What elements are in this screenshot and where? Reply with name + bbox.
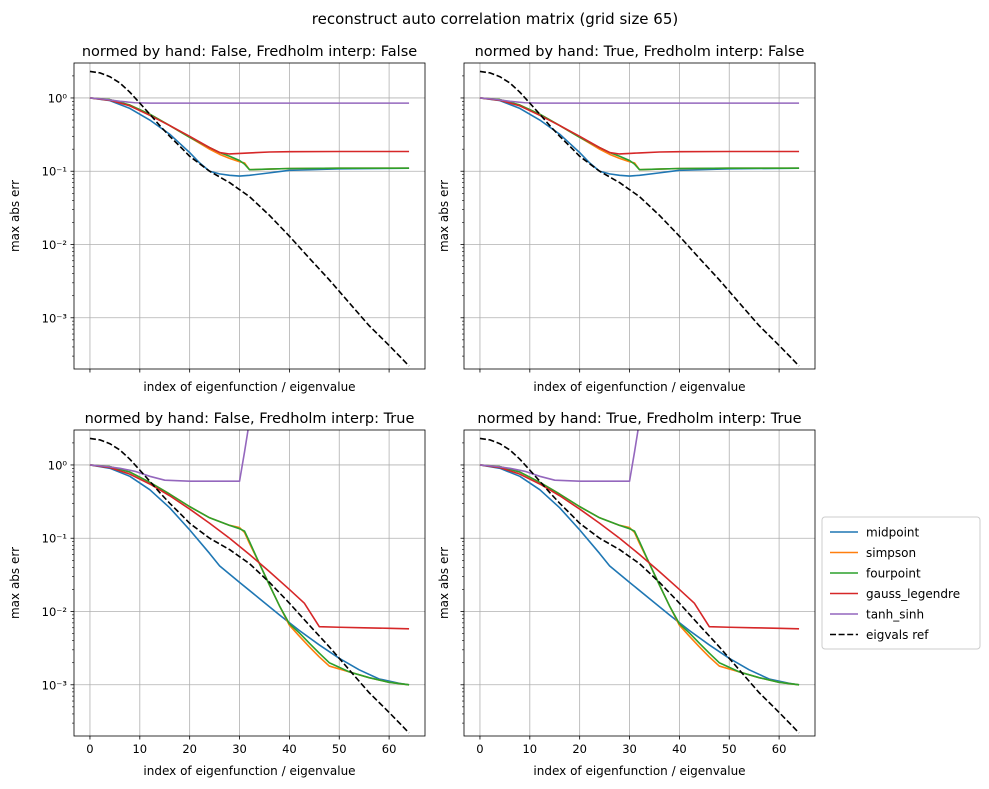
- y-axis-label: max abs err: [437, 180, 451, 252]
- y-tick-label: 10⁻¹: [42, 532, 67, 546]
- axes-frame: [73, 429, 426, 737]
- series-line-fourpoint: [89, 464, 410, 686]
- series-line-gauss-legendre: [479, 464, 800, 630]
- figure-suptitle: reconstruct auto correlation matrix (gri…: [312, 10, 679, 28]
- series-line-eigvals-ref: [479, 437, 800, 734]
- x-tick-label: 30: [232, 742, 247, 756]
- subplot-4: 0 10 20 30 40 50 60 normed by hand: True, Fredh…: [437, 411, 816, 778]
- subplot-2: normed by hand: True, Fredholm interp: F…: [437, 44, 816, 394]
- series-line-fourpoint: [89, 97, 410, 171]
- x-tick-label: 50: [722, 742, 737, 756]
- legend-label: fourpoint: [866, 567, 921, 581]
- series-line-tanh-sinh: [89, 430, 249, 483]
- y-tick-label: 10⁻²: [42, 605, 67, 619]
- legend-box: [821, 516, 981, 650]
- y-tick-label: 10⁻²: [42, 238, 67, 252]
- y-tick-label: 10⁻³: [42, 678, 68, 692]
- axes-frame: [73, 62, 426, 370]
- series-line-gauss-legendre: [89, 464, 410, 630]
- gridlines: [74, 63, 425, 369]
- x-tick-label: 40: [672, 742, 687, 756]
- series-group: [479, 430, 800, 734]
- x-tick-label: 50: [332, 742, 347, 756]
- y-tick-label: 10⁻¹: [42, 165, 67, 179]
- series-line-eigvals-ref: [89, 70, 410, 367]
- subplot-title: normed by hand: True, Fredholm interp: F…: [475, 44, 805, 60]
- x-tick-label: 60: [382, 742, 397, 756]
- gridlines: [74, 430, 425, 736]
- x-tick-label: 20: [572, 742, 587, 756]
- axes-frame: [463, 429, 816, 737]
- x-axis-label: index of eigenfunction / eigenvalue: [143, 380, 355, 394]
- x-tick-label: 20: [182, 742, 197, 756]
- series-group: [89, 70, 410, 367]
- legend-label: midpoint: [866, 526, 920, 540]
- series-line-eigvals-ref: [479, 70, 800, 367]
- series-line-gauss-legendre: [89, 97, 410, 155]
- y-axis-label: max abs err: [437, 547, 451, 619]
- gridlines: [464, 430, 815, 736]
- series-line-simpson: [479, 464, 800, 686]
- x-tick-label: 10: [132, 742, 147, 756]
- series-group: [479, 70, 800, 367]
- subplot-title: normed by hand: False, Fredholm interp: …: [85, 411, 415, 427]
- x-tick-label: 30: [622, 742, 637, 756]
- y-axis-label: max abs err: [8, 180, 22, 252]
- y-axis-label: max abs err: [8, 547, 22, 619]
- series-line-midpoint: [89, 97, 410, 177]
- x-tick-label: 40: [282, 742, 297, 756]
- legend: midpoint simpson fourpoint gauss_legendreta…: [821, 516, 981, 650]
- x-tick-label: 0: [476, 742, 483, 756]
- series-line-fourpoint: [479, 97, 800, 171]
- series-line-tanh-sinh: [479, 430, 639, 483]
- series-line-gauss-legendre: [479, 97, 800, 155]
- gridlines: [464, 63, 815, 369]
- subplot-3: 0 10 20 30 40 50 60 10⁻³ 10⁻² 10⁻¹ 10⁰ normed by ha…: [8, 411, 426, 778]
- series-line-tanh-sinh: [89, 97, 410, 104]
- legend-label: eigvals ref: [866, 628, 929, 642]
- y-tick-label: 10⁰: [48, 458, 68, 472]
- series-group: [89, 430, 410, 734]
- x-axis-label: index of eigenfunction / eigenvalue: [533, 380, 745, 394]
- x-tick-label: 10: [522, 742, 537, 756]
- legend-label: gauss_legendre: [866, 587, 960, 601]
- series-line-eigvals-ref: [89, 437, 410, 734]
- x-axis-label: index of eigenfunction / eigenvalue: [533, 764, 745, 778]
- series-line-midpoint: [89, 464, 410, 686]
- subplot-1: 10⁻³ 10⁻² 10⁻¹ 10⁰ normed by hand: False, Fr…: [8, 44, 426, 394]
- series-line-fourpoint: [479, 464, 800, 686]
- series-line-midpoint: [479, 464, 800, 686]
- y-tick-label: 10⁰: [48, 91, 68, 105]
- series-line-simpson: [89, 464, 410, 686]
- series-line-midpoint: [479, 97, 800, 177]
- legend-label: tanh_sinh: [866, 608, 924, 622]
- x-tick-label: 60: [772, 742, 787, 756]
- axes-frame: [463, 62, 816, 370]
- x-tick-label: 0: [86, 742, 93, 756]
- y-tick-label: 10⁻³: [42, 311, 68, 325]
- x-axis-label: index of eigenfunction / eigenvalue: [143, 764, 355, 778]
- subplot-title: normed by hand: False, Fredholm interp: …: [82, 44, 417, 60]
- legend-label: simpson: [866, 546, 916, 560]
- series-line-tanh-sinh: [479, 97, 800, 104]
- subplot-title: normed by hand: True, Fredholm interp: T…: [477, 411, 801, 427]
- subplots: 10⁻³ 10⁻² 10⁻¹ 10⁰ normed by hand: False, Fr…: [8, 44, 816, 778]
